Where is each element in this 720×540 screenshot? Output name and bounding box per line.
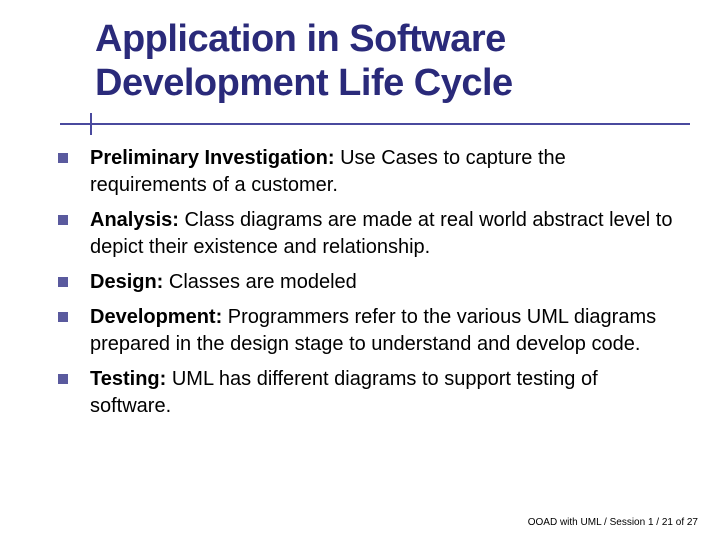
square-bullet-icon	[58, 153, 68, 163]
list-item: Preliminary Investigation: Use Cases to …	[58, 145, 680, 199]
title-line-1: Application in Software	[95, 18, 506, 60]
bullet-body: UML has different diagrams to support te…	[90, 368, 598, 417]
bullet-body: Classes are modeled	[163, 271, 356, 293]
slide-container: Application in Software Development Life…	[0, 0, 720, 540]
square-bullet-icon	[58, 215, 68, 225]
bullet-text: Analysis: Class diagrams are made at rea…	[90, 207, 680, 261]
square-bullet-icon	[58, 312, 68, 322]
bullet-label: Preliminary Investigation:	[90, 147, 335, 169]
bullet-label: Analysis:	[90, 209, 179, 231]
list-item: Design: Classes are modeled	[58, 269, 680, 296]
slide-title: Application in Software Development Life…	[95, 18, 690, 105]
title-divider	[30, 113, 690, 137]
divider-horizontal	[60, 123, 690, 125]
bullet-label: Development:	[90, 306, 222, 328]
list-item: Testing: UML has different diagrams to s…	[58, 366, 680, 420]
bullet-list: Preliminary Investigation: Use Cases to …	[30, 145, 690, 420]
bullet-text: Design: Classes are modeled	[90, 269, 680, 296]
slide-footer: OOAD with UML / Session 1 / 21 of 27	[528, 517, 698, 528]
bullet-text: Testing: UML has different diagrams to s…	[90, 366, 680, 420]
list-item: Analysis: Class diagrams are made at rea…	[58, 207, 680, 261]
list-item: Development: Programmers refer to the va…	[58, 304, 680, 358]
bullet-text: Preliminary Investigation: Use Cases to …	[90, 145, 680, 199]
square-bullet-icon	[58, 374, 68, 384]
divider-vertical-tick	[90, 113, 92, 135]
bullet-label: Design:	[90, 271, 163, 293]
bullet-text: Development: Programmers refer to the va…	[90, 304, 680, 358]
bullet-label: Testing:	[90, 368, 166, 390]
square-bullet-icon	[58, 277, 68, 287]
title-line-2: Development Life Cycle	[95, 62, 513, 104]
